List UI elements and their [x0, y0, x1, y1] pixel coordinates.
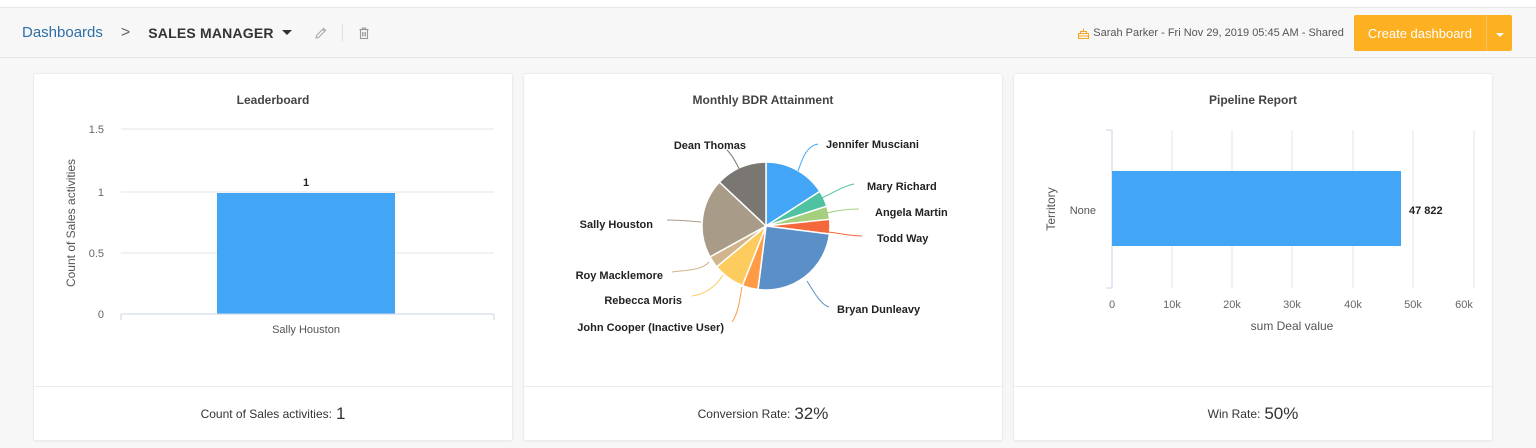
pie-slices — [701, 161, 831, 291]
leaderboard-chart-area: Leaderboard 1.5 1 0.5 0 Count of Sales a… — [34, 74, 512, 387]
owner-text: Sarah Parker - Fri Nov 29, 2019 05:45 AM… — [1093, 27, 1344, 39]
x-tick: 50k — [1404, 299, 1422, 311]
create-dashboard-button[interactable]: Create dashboard — [1367, 25, 1472, 41]
chevron-down-icon — [1495, 32, 1504, 37]
y-tick: 1 — [98, 187, 104, 199]
summary-label: Count of Sales activities: — [200, 406, 332, 421]
breadcrumb-separator: > — [120, 23, 131, 41]
pie-label: Jennifer Musciani — [826, 139, 919, 151]
pencil-icon — [315, 27, 327, 39]
y-axis-label: Count of Sales activities — [64, 159, 78, 287]
pie-label: Todd Way — [877, 233, 929, 245]
x-tick: 10k — [1163, 299, 1181, 311]
summary-value: 32% — [794, 403, 829, 423]
pie-label: Mary Richard — [867, 181, 937, 193]
x-axis-ticks: 0 10k 20k 30k 40k 50k 60k — [1109, 299, 1473, 311]
y-axis-label: Territory — [1044, 187, 1058, 230]
pipeline-chart-area: Pipeline Report 47 822 None Territory 0 — [1014, 74, 1492, 387]
dashboard-name: SALES MANAGER — [148, 24, 274, 41]
dashboard-header: Dashboards > SALES MANAGER Sarah Parker … — [0, 8, 1536, 58]
pipeline-chart: 47 822 None Territory 0 10k 20k 30k 40k … — [1044, 129, 1475, 333]
pie-label: Angela Martin — [875, 207, 948, 219]
header-actions: Sarah Parker - Fri Nov 29, 2019 05:45 AM… — [1077, 15, 1512, 51]
divider — [341, 23, 343, 42]
bar-data-label: 1 — [303, 177, 309, 189]
pie-label: John Cooper (Inactive User) — [577, 322, 724, 334]
y-axis — [1106, 129, 1113, 289]
y-axis-ticks: 1.5 1 0.5 0 — [89, 124, 104, 321]
summary-label: Conversion Rate: — [697, 406, 791, 421]
edit-button[interactable] — [314, 26, 328, 40]
pie-connectors — [666, 143, 863, 323]
x-tick: 0 — [1109, 299, 1115, 311]
leaderboard-card: Leaderboard 1.5 1 0.5 0 Count of Sales a… — [33, 73, 513, 441]
leaderboard-chart: 1.5 1 0.5 0 Count of Sales activities 1 … — [64, 124, 495, 336]
card-title: Monthly BDR Attainment — [692, 93, 834, 107]
slice-dean-thomas[interactable] — [718, 161, 767, 228]
bdr-attainment-card: Monthly BDR Attainment — [523, 73, 1003, 441]
dashboard-cards: Leaderboard 1.5 1 0.5 0 Count of Sales a… — [33, 73, 1493, 441]
pie-label: Roy Macklemore — [576, 270, 663, 282]
bar-sally-houston[interactable] — [217, 193, 395, 314]
pie-label: Rebecca Moris — [604, 295, 682, 307]
slice-sally-houston[interactable] — [701, 181, 768, 258]
x-axis-label: sum Deal value — [1251, 319, 1334, 333]
summary-value: 50% — [1264, 403, 1299, 423]
x-tick: Sally Houston — [272, 324, 340, 336]
y-tick: 0 — [98, 309, 104, 321]
pie-label: Dean Thomas — [674, 140, 746, 152]
delete-button[interactable] — [357, 26, 371, 40]
bdr-pie-chart: Jennifer Musciani Mary Richard Angela Ma… — [576, 139, 948, 334]
x-tick: 40k — [1344, 299, 1362, 311]
caret-down-icon — [281, 30, 292, 35]
top-strip — [0, 0, 1536, 8]
pipeline-summary: Win Rate: 50% — [1014, 387, 1492, 440]
create-dashboard-button-group: Create dashboard — [1353, 15, 1512, 51]
slice-jennifer-musciani[interactable] — [765, 161, 821, 228]
trash-icon — [359, 26, 369, 39]
y-tick: 0.5 — [89, 248, 104, 260]
owner-info: Sarah Parker - Fri Nov 29, 2019 05:45 AM… — [1077, 27, 1344, 40]
summary-label: Win Rate: — [1207, 406, 1261, 421]
bdr-summary: Conversion Rate: 32% — [524, 387, 1002, 440]
x-tick: 60k — [1455, 299, 1473, 311]
x-tick: 20k — [1223, 299, 1241, 311]
slice-bryan-dunleavy[interactable] — [757, 225, 831, 291]
y-tick: 1.5 — [89, 124, 104, 136]
card-title: Pipeline Report — [1208, 93, 1297, 107]
x-tick: 30k — [1283, 299, 1301, 311]
owner-crown-icon — [1078, 28, 1090, 39]
bar-none[interactable] — [1112, 171, 1401, 246]
summary-value: 1 — [335, 403, 346, 423]
x-axis — [120, 313, 495, 320]
leaderboard-summary: Count of Sales activities: 1 — [34, 387, 512, 440]
pie-label: Sally Houston — [580, 219, 654, 231]
pipeline-report-card: Pipeline Report 47 822 None Territory 0 — [1013, 73, 1493, 441]
bar-data-label: 47 822 — [1409, 205, 1443, 217]
card-title: Leaderboard — [236, 93, 310, 107]
create-dashboard-dropdown[interactable] — [1486, 15, 1512, 51]
y-tick: None — [1070, 205, 1096, 217]
dashboard-selector[interactable]: SALES MANAGER — [148, 25, 292, 41]
bdr-chart-area: Monthly BDR Attainment — [524, 74, 1002, 387]
pie-label: Bryan Dunleavy — [837, 304, 921, 316]
breadcrumb-dashboards-link[interactable]: Dashboards — [22, 24, 103, 41]
pie-labels: Jennifer Musciani Mary Richard Angela Ma… — [576, 139, 948, 334]
